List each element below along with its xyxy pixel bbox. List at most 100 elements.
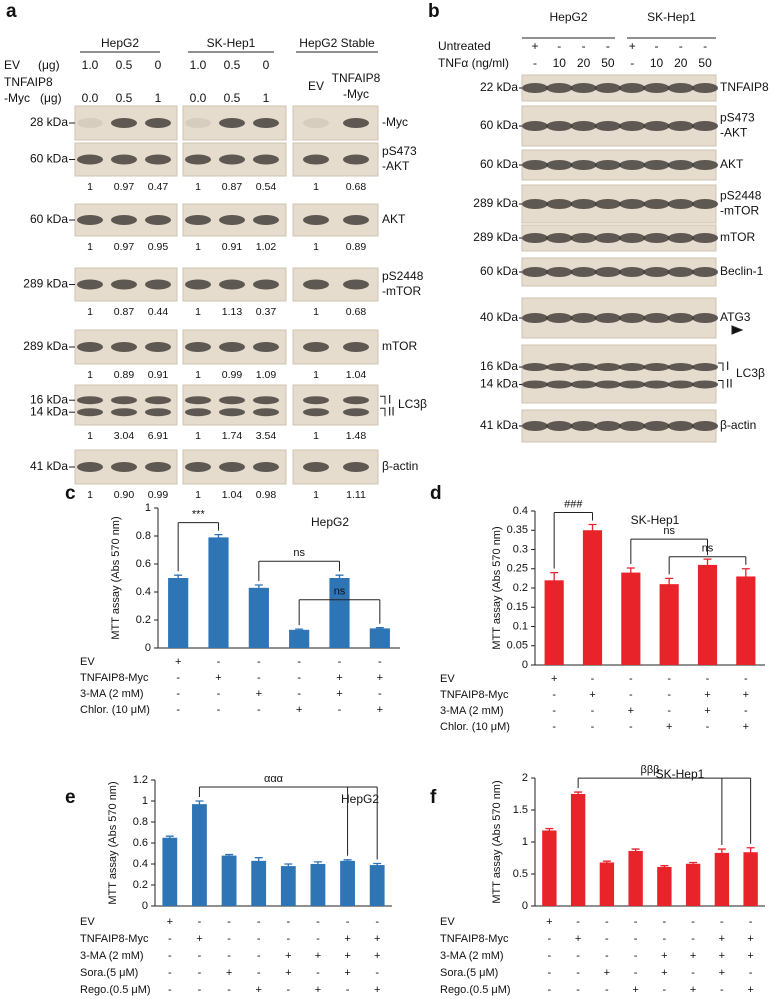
quantification: 0.37 [256,306,277,318]
condition-mark: - [198,967,202,979]
condition-mark: - [533,56,537,70]
condition-mark: - [257,704,261,716]
y-tick-label: 0.2 [133,879,148,891]
condition-mark: - [634,933,638,945]
blot-band [667,160,694,170]
y-tick-label: 0.4 [513,505,528,517]
group-header: SK-Hep1 [647,10,696,24]
condition-mark: + [167,916,173,928]
blot-band [546,233,573,243]
quantification: 0.99 [148,489,169,501]
condition-mark: - [257,933,261,945]
condition-label: Chlor. (10 μM) [440,721,510,733]
condition-mark: - [706,721,710,733]
blot-band [219,342,245,352]
y-tick-label: 0.05 [507,640,528,652]
bar [697,564,718,665]
blot-band [522,363,548,372]
blot-band [303,396,329,405]
condition-mark: - [338,656,342,668]
quantification: 1.13 [222,306,243,318]
band-level: II [388,404,395,418]
condition-label: EV [80,656,95,668]
blot-band [594,363,621,372]
blot-band [692,160,719,170]
y-tick-label: 0.8 [136,530,151,542]
condition-label: -Myc [4,91,30,105]
bar [599,862,615,906]
condition-mark: - [605,933,609,945]
condition-label: Sora.(5 μM) [440,967,498,979]
condition-mark: 20 [577,56,591,70]
blot-band [522,160,548,170]
bar [714,852,730,906]
error-bar [689,861,698,866]
blot-band [619,233,646,243]
blot-band [343,215,369,225]
panel-label: f [430,787,437,808]
error-bar [665,577,674,590]
bar [289,629,310,648]
condition-mark: + [374,950,380,962]
blot-band [343,408,369,417]
band-level: II [726,377,733,391]
protein-label: mTOR [720,230,755,244]
blot-band [111,154,137,165]
quantification: 0.68 [346,181,367,193]
condition-label: 3-MA (2 mM) [80,688,144,700]
blot-band [303,342,329,352]
quantification: 1 [195,241,201,253]
quantification: 0.97 [114,241,135,253]
significance-label: ns [663,525,675,537]
condition-mark: - [552,689,556,701]
condition-label: EV [80,916,95,928]
quantification: 0.91 [222,241,243,253]
condition-mark: + [575,933,581,945]
blot-band [219,279,245,290]
condition-mark: - [706,673,710,685]
condition-unit: (μg) [38,58,60,72]
quantification: 1 [195,181,201,193]
quantification: 1.09 [256,369,277,381]
condition-mark: + [315,950,321,962]
blot-band [594,233,621,243]
error-bar [225,853,234,857]
condition-mark: + [628,705,634,717]
marker-label: 16 kDa [480,359,518,373]
error-bar [295,628,304,631]
significance-label: ns [702,543,714,555]
significance-bracket [630,538,708,564]
condition-mark: - [576,967,580,979]
blot-band [643,160,670,170]
y-tick-label: 1 [142,795,148,807]
blot-band [145,342,171,352]
blot-band [667,267,694,277]
condition-mark: + [377,704,383,716]
dose: 0.5 [116,58,133,72]
blot-band [253,118,279,128]
condition-mark: - [227,984,231,996]
condition-mark: - [375,916,379,928]
y-tick-label: 1 [522,836,528,848]
error-bar [373,862,382,867]
blot-band [570,421,597,431]
protein-label: -AKT [382,159,410,173]
blot-band [692,313,719,323]
blot-band [643,421,670,431]
blot-band [692,199,719,209]
condition-label: TNFAIP8 [4,75,53,89]
condition-label: EV [4,58,20,72]
blot-band [594,199,621,209]
quantification: 0.90 [114,489,135,501]
condition-mark: - [582,39,586,53]
lane-label: EV [308,79,324,93]
blot-band [692,267,719,277]
bar [659,584,679,665]
quantification: 1.04 [346,369,367,381]
lane-label: -Myc [343,87,369,101]
condition-mark: + [226,967,232,979]
condition-label: TNFα (ng/ml) [438,56,509,70]
marker-label: 28 kDa [30,115,68,129]
y-tick-label: 0.6 [133,837,148,849]
marker-label: 60 kDa [30,212,68,226]
